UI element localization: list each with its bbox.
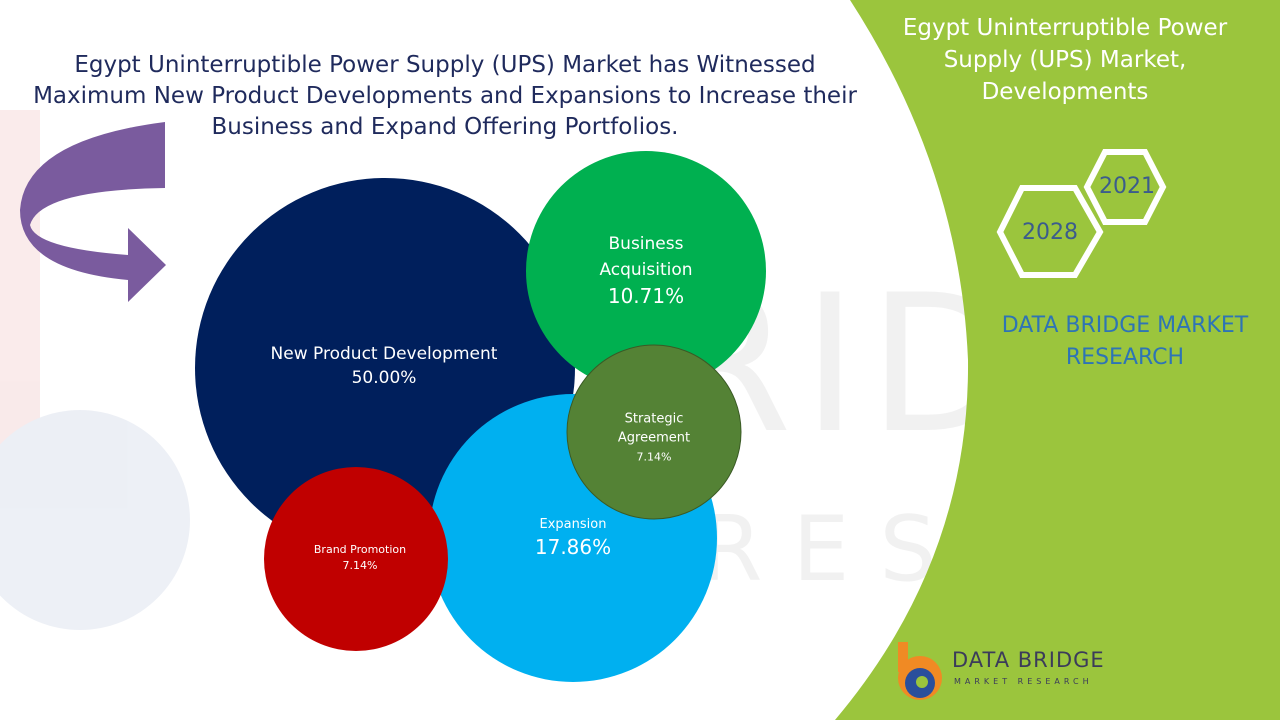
year-end: 2028	[1022, 220, 1078, 245]
bubble-label-brand-promotion: Brand Promotion 7.14%	[314, 542, 406, 574]
label-name: Expansion	[539, 517, 607, 532]
logo-mark-icon	[898, 642, 942, 700]
side-title: Egypt Uninterruptible Power Supply (UPS)…	[902, 15, 1228, 105]
data-bridge-logo: DATA BRIDGE MARKET RESEARCH	[880, 640, 1110, 710]
bubble-business-acquisition	[526, 151, 766, 391]
label-name: Business Acquisition	[599, 234, 693, 280]
year-start: 2021	[1099, 174, 1155, 199]
hexagon-2021-icon	[1083, 149, 1167, 225]
label-name: New Product Development	[270, 344, 498, 364]
bubble-brand-promotion	[264, 467, 448, 651]
bubble-label-new-product-development: New Product Development 50.00%	[271, 342, 498, 390]
label-name: Strategic Agreement	[617, 411, 691, 446]
bubble-label-expansion: Expansion 17.86%	[535, 514, 611, 558]
logo-tagline: MARKET RESEARCH	[954, 677, 1093, 686]
brand-text: DATA BRIDGE MARKET RESEARCH	[1001, 313, 1249, 370]
label-name: Brand Promotion	[313, 543, 407, 556]
bubble-strategic-agreement	[566, 344, 742, 520]
curved-arrow-icon	[20, 122, 166, 302]
label-value: 7.14%	[636, 450, 672, 464]
bubble-label-strategic-agreement: Strategic Agreement 7.14%	[604, 410, 704, 467]
label-value: 17.86%	[534, 535, 612, 559]
headline: Egypt Uninterruptible Power Supply (UPS)…	[33, 52, 857, 140]
label-value: 7.14%	[342, 559, 378, 572]
hexagon-2028-icon	[996, 185, 1104, 278]
label-value: 10.71%	[607, 284, 685, 308]
bubble-label-business-acquisition: Business Acquisition 10.71%	[586, 231, 706, 309]
label-value: 50.00%	[351, 368, 417, 388]
logo-name: DATA BRIDGE	[952, 648, 1105, 672]
green-panel	[835, 0, 1280, 720]
